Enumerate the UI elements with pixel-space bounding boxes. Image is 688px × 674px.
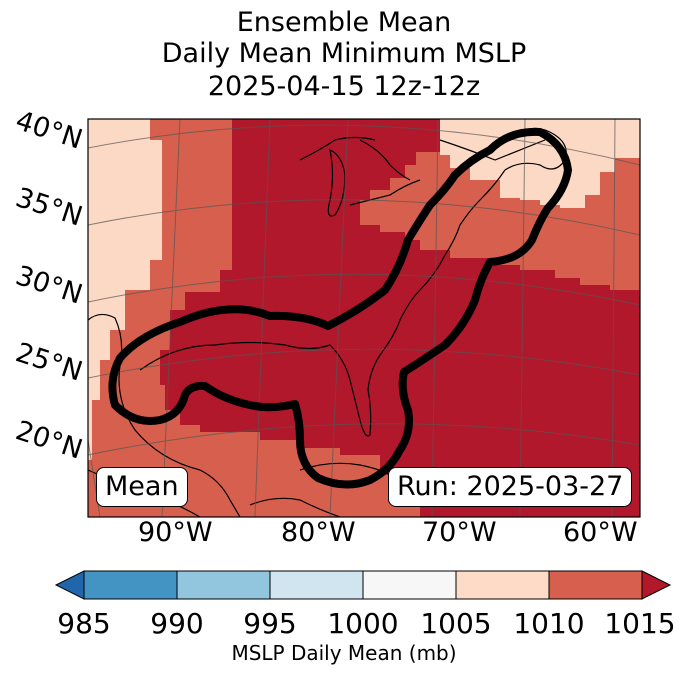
field-light-northeast <box>440 119 640 208</box>
title-line-1: Ensemble Mean <box>236 7 452 38</box>
field-dark-core <box>160 119 640 517</box>
map-field <box>88 119 640 517</box>
colorbar-tick-1010: 1010 <box>513 607 585 640</box>
title-line-2: Daily Mean Minimum MSLP <box>161 38 527 69</box>
lon-label-70w: 70°W <box>422 517 497 548</box>
colorbar-extend-low <box>54 570 85 600</box>
colorbar-seg-1005 <box>455 570 550 600</box>
lat-label-35: 35°N <box>12 182 86 233</box>
colorbar-seg-990 <box>176 570 271 600</box>
colorbar-tick-995: 995 <box>243 607 297 640</box>
colorbar <box>54 570 672 600</box>
map-frame <box>87 118 641 518</box>
colorbar-tick-990: 990 <box>150 607 204 640</box>
colorbar-seg-995 <box>269 570 364 600</box>
colorbar-seg-1000 <box>362 570 457 600</box>
colorbar-extend-high <box>641 570 672 600</box>
lat-label-40: 40°N <box>12 105 86 156</box>
lon-label-80w: 80°W <box>281 517 356 548</box>
lon-label-90w: 90°W <box>138 517 213 548</box>
run-date-box: Run: 2025-03-27 <box>388 467 633 507</box>
colorbar-tick-1005: 1005 <box>420 607 492 640</box>
colorbar-seg-1010 <box>548 570 643 600</box>
graticule <box>88 119 640 517</box>
colorbar-label: MSLP Daily Mean (mb) <box>231 641 457 665</box>
mean-label-box: Mean <box>96 467 188 507</box>
land-mexico <box>88 313 241 517</box>
lat-label-25: 25°N <box>12 337 86 388</box>
title-line-3: 2025-04-15 12z-12z <box>207 71 481 102</box>
colorbar-tick-985: 985 <box>57 607 111 640</box>
lon-label-60w: 60°W <box>563 517 638 548</box>
field-light-west <box>88 119 162 460</box>
lat-label-20: 20°N <box>12 415 86 466</box>
lat-label-30: 30°N <box>12 260 86 311</box>
colorbar-seg-985 <box>83 570 178 600</box>
ensemble-contour <box>108 127 572 489</box>
colorbar-tick-1015: 1015 <box>604 607 676 640</box>
colorbar-tick-1000: 1000 <box>327 607 399 640</box>
